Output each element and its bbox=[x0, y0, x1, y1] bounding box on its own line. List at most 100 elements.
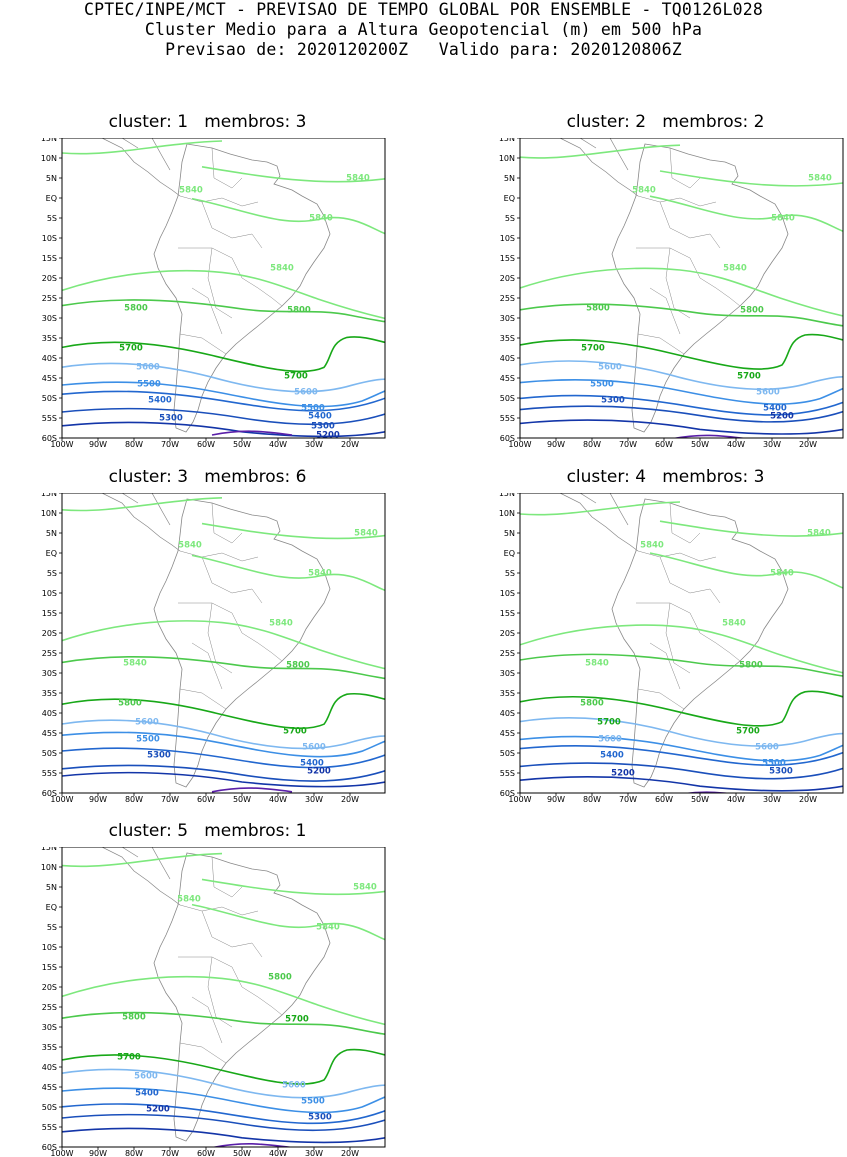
lat-tick-label: 50S bbox=[42, 749, 57, 758]
lon-tick-label: 70W bbox=[161, 440, 179, 448]
lat-tick-label: 25S bbox=[42, 294, 57, 303]
lon-tick-label: 40W bbox=[727, 440, 745, 448]
contour-label: 5400 bbox=[600, 751, 624, 761]
lat-tick-label: 15N bbox=[41, 138, 57, 143]
lon-tick-label: 70W bbox=[161, 795, 179, 803]
map-frame bbox=[61, 847, 386, 1148]
contour-line-5200 bbox=[62, 1127, 385, 1144]
contour-label: 5800 bbox=[586, 304, 610, 314]
contour-line-5200 bbox=[520, 776, 843, 792]
contour-label: 5840 bbox=[723, 264, 747, 274]
lon-tick-label: 50W bbox=[691, 440, 709, 448]
lat-tick-label: 10S bbox=[42, 234, 57, 243]
contour-line-5300 bbox=[62, 1113, 385, 1132]
lat-tick-label: 15S bbox=[42, 963, 57, 972]
lat-tick-label: 5S bbox=[47, 214, 57, 223]
map-frame bbox=[519, 138, 844, 439]
lon-tick-label: 50W bbox=[233, 795, 251, 803]
contour-label: 5840 bbox=[807, 529, 831, 539]
lat-tick-label: 5N bbox=[504, 529, 515, 538]
lat-tick-label: 45S bbox=[42, 374, 57, 383]
central-america-outline bbox=[101, 847, 181, 906]
map-frame bbox=[61, 493, 386, 794]
contour-line-5840 bbox=[62, 140, 223, 155]
contour-label: 5400 bbox=[308, 412, 332, 422]
contour-label: 5700 bbox=[737, 372, 761, 382]
contour-label: 5700 bbox=[284, 372, 308, 382]
contour-label: 5840 bbox=[808, 174, 832, 184]
contour-line-5300 bbox=[520, 762, 843, 780]
country-borders bbox=[636, 147, 741, 355]
lat-tick-label: 55S bbox=[42, 769, 57, 778]
contour-line-5840 bbox=[201, 166, 385, 183]
contour-label: 5840 bbox=[123, 659, 147, 669]
contour-label: 5840 bbox=[346, 174, 370, 184]
lat-tick-label: 5N bbox=[46, 174, 57, 183]
lon-tick-label: 30W bbox=[305, 795, 323, 803]
contour-label: 5300 bbox=[601, 396, 625, 406]
contour-line-5100 bbox=[683, 791, 733, 793]
lon-tick-label: 100W bbox=[508, 440, 531, 448]
lat-tick-label: EQ bbox=[46, 549, 57, 558]
map-svg: 5840 5840 5840 5840 5840 5800 5800 5700 5700 5600… bbox=[499, 493, 844, 803]
lat-tick-label: 40S bbox=[500, 354, 515, 363]
contour-line-5500 bbox=[520, 735, 843, 762]
contour-line-5600 bbox=[520, 716, 843, 747]
lon-tick-label: 50W bbox=[233, 440, 251, 448]
central-america-outline bbox=[559, 138, 639, 197]
lat-tick-label: EQ bbox=[504, 549, 515, 558]
contour-label: 5500 bbox=[136, 735, 160, 745]
contour-line-5800 bbox=[62, 1011, 385, 1035]
lon-tick-label: 30W bbox=[305, 1149, 323, 1157]
lon-tick-label: 90W bbox=[89, 1149, 107, 1157]
lat-tick-label: 10N bbox=[41, 863, 57, 872]
country-borders bbox=[636, 502, 741, 710]
lon-tick-label: 40W bbox=[269, 440, 287, 448]
contour-label: 5800 bbox=[739, 661, 763, 671]
map-panel-cluster-1: cluster: 1 membros: 3 5840 5840 5840 5840 58… bbox=[28, 112, 387, 448]
central-america-outline bbox=[101, 138, 181, 197]
contour-label: 5840 bbox=[353, 883, 377, 893]
contour-line-5400 bbox=[520, 394, 843, 416]
lon-tick-label: 60W bbox=[197, 440, 215, 448]
contour-label: 5400 bbox=[300, 759, 324, 769]
lat-tick-label: 15N bbox=[41, 847, 57, 852]
contour-line-5200 bbox=[520, 419, 843, 435]
map-panel-cluster-4: cluster: 4 membros: 3 5840 5840 5840 5840 58… bbox=[486, 467, 845, 803]
contour-label: 5700 bbox=[597, 718, 621, 728]
lon-tick-label: 20W bbox=[799, 440, 817, 448]
lon-tick-label: 60W bbox=[655, 795, 673, 803]
map-svg: 5840 5840 5840 5840 5800 5800 5700 5700 5600 5600… bbox=[41, 138, 386, 448]
lon-tick-label: 20W bbox=[341, 795, 359, 803]
lon-tick-label: 100W bbox=[50, 795, 73, 803]
contour-label: 5500 bbox=[590, 380, 614, 390]
contour-line-5400 bbox=[62, 747, 385, 769]
panel-title: cluster: 3 membros: 6 bbox=[108, 467, 307, 487]
contour-label: 5700 bbox=[736, 727, 760, 737]
contour-label: 5840 bbox=[270, 264, 294, 274]
contour-line-5840 bbox=[520, 144, 681, 159]
lat-tick-label: 40S bbox=[42, 709, 57, 718]
contour-label: 5840 bbox=[179, 186, 203, 196]
country-borders bbox=[178, 502, 283, 710]
contour-line-5100 bbox=[672, 434, 747, 438]
contour-line-5500 bbox=[62, 381, 385, 408]
contour-label: 5300 bbox=[311, 422, 335, 432]
contour-line-5300 bbox=[520, 405, 843, 423]
lat-tick-label: 50S bbox=[42, 394, 57, 403]
lat-tick-label: 10S bbox=[500, 589, 515, 598]
contour-line-5800 bbox=[62, 655, 385, 680]
lon-tick-label: 40W bbox=[269, 795, 287, 803]
contour-line-5600 bbox=[62, 1068, 385, 1099]
panel-title: cluster: 1 membros: 3 bbox=[108, 112, 307, 132]
lat-tick-label: 35S bbox=[42, 1043, 57, 1052]
contour-label: 5840 bbox=[770, 569, 794, 579]
contour-label: 5600 bbox=[598, 735, 622, 745]
lat-tick-label: 25S bbox=[500, 649, 515, 658]
lat-tick-label: 40S bbox=[500, 709, 515, 718]
lon-tick-label: 90W bbox=[89, 440, 107, 448]
lat-tick-label: 60S bbox=[42, 789, 57, 798]
contour-label: 5600 bbox=[135, 718, 159, 728]
lat-tick-label: 15S bbox=[42, 609, 57, 618]
contour-label: 5200 bbox=[307, 767, 331, 777]
